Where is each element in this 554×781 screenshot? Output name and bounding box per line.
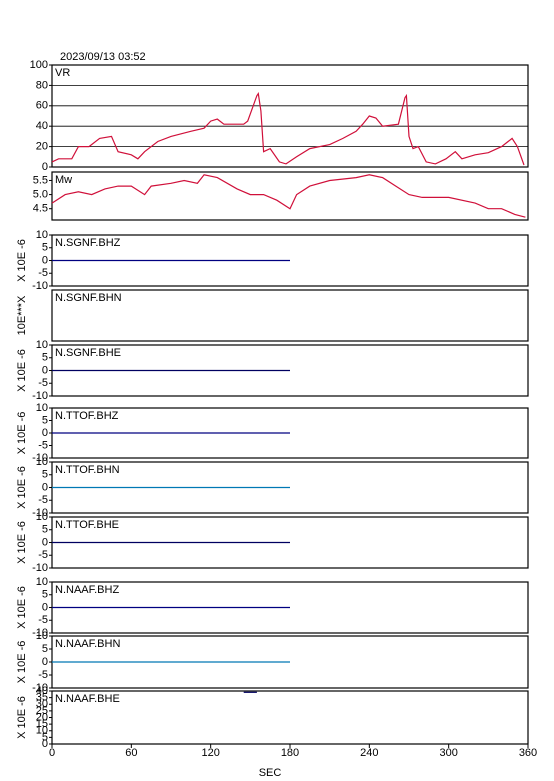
y-axis-label: 10E***X [16,295,28,335]
y-tick-label: -5 [38,669,48,681]
y-tick-label: 80 [36,79,48,91]
y-tick-label: 25 [36,705,48,717]
y-tick-label: 15 [36,718,48,730]
y-tick-label: 0 [42,738,48,750]
y-tick-label: 0 [42,254,48,266]
panel-label: N.TTOF.BHN [55,464,120,476]
y-tick-label: 5 [42,643,48,655]
x-tick-label: 180 [281,747,299,759]
y-tick-label: 5 [42,524,48,536]
y-tick-label: 0 [42,481,48,493]
y-tick-label: 0 [42,364,48,376]
x-tick-label: 60 [125,747,137,759]
y-tick-label: 40 [36,685,48,697]
y-tick-label: 10 [36,456,48,468]
y-tick-label: 10 [36,576,48,588]
x-tick-label: 240 [360,747,378,759]
panel-label: VR [55,67,70,79]
x-tick-label: 0 [49,747,55,759]
y-tick-label: 100 [30,59,48,71]
y-tick-label: 20 [36,141,48,153]
y-tick-label: 60 [36,100,48,112]
y-tick-label: 0 [42,656,48,668]
y-tick-label: 5.5 [33,174,48,186]
panel-label: N.NAAF.BHE [55,693,120,705]
y-tick-label: 5.0 [33,188,48,200]
y-tick-label: 5 [42,589,48,601]
y-axis-label: X 10E -6 [16,641,28,684]
y-tick-label: 4.5 [33,203,48,215]
panel-frame [51,171,529,221]
y-tick-label: -10 [32,507,48,519]
panel-frame [51,289,529,342]
y-tick-label: 0 [42,161,48,173]
y-tick-label: -5 [38,267,48,279]
y-tick-label: -10 [32,390,48,402]
y-tick-label: -5 [38,494,48,506]
y-tick-label: -10 [32,562,48,574]
y-tick-label: -10 [32,682,48,694]
y-tick-label: 10 [36,402,48,414]
y-tick-label: 35 [36,692,48,704]
y-axis-label: X 10E -6 [16,521,28,564]
y-tick-label: 0 [42,427,48,439]
panel-label: N.SGNF.BHZ [55,237,121,249]
y-tick-label: 5 [42,731,48,743]
chart-title: 2023/09/13 03:52 [60,51,146,63]
panel-label: N.TTOF.BHE [55,519,119,531]
y-tick-label: -10 [32,627,48,639]
data-line [51,174,526,218]
y-tick-label: -5 [38,549,48,561]
y-tick-label: -10 [32,452,48,464]
y-tick-label: 20 [36,711,48,723]
panel-label: N.SGNF.BHN [55,292,122,304]
x-tick-label: 360 [519,747,537,759]
x-tick-label: 120 [201,747,219,759]
y-tick-label: -5 [38,377,48,389]
y-tick-label: -10 [32,280,48,292]
y-tick-label: -5 [38,439,48,451]
panel-label: N.NAAF.BHZ [55,584,119,596]
y-axis-label: X 10E -6 [16,696,28,739]
y-tick-label: 5 [42,242,48,254]
y-tick-label: 5 [42,352,48,364]
y-axis-label: X 10E -6 [16,239,28,282]
y-axis-label: X 10E -6 [16,349,28,392]
x-tick-label: 300 [439,747,457,759]
y-tick-label: 40 [36,120,48,132]
y-tick-label: 10 [36,725,48,737]
panel-label: N.TTOF.BHZ [55,410,119,422]
y-tick-label: 10 [36,339,48,351]
panel-frame [51,690,529,745]
y-tick-label: 5 [42,469,48,481]
panel-label: Mw [55,174,72,186]
y-tick-label: 30 [36,698,48,710]
panel-label: N.SGNF.BHE [55,347,121,359]
y-tick-label: 5 [42,414,48,426]
y-axis-label: X 10E -6 [16,586,28,629]
y-tick-label: 10 [36,511,48,523]
panel-label: N.NAAF.BHN [55,638,120,650]
y-tick-label: 0 [42,536,48,548]
y-axis-label: X 10E -6 [16,412,28,455]
y-tick-label: -5 [38,614,48,626]
data-line [51,92,525,166]
y-tick-label: 0 [42,601,48,613]
y-tick-label: 10 [36,630,48,642]
y-tick-label: 10 [36,229,48,241]
x-axis-label: SEC [259,767,282,779]
panel-frame [51,64,529,168]
y-axis-label: X 10E -6 [16,466,28,509]
